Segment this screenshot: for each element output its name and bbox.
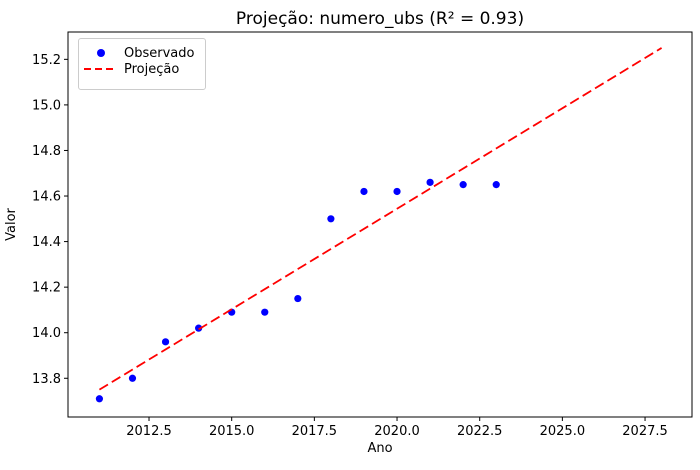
y-axis-label: Valor (4, 207, 19, 240)
data-point (128, 374, 137, 382)
data-point (393, 187, 401, 196)
data-point (459, 181, 467, 189)
legend-marker-area (84, 49, 117, 57)
legend-marker-area (84, 68, 117, 70)
data-point (261, 308, 269, 316)
x-axis-label: Ano (367, 441, 392, 456)
x-tick-label: 2025.0 (540, 424, 586, 439)
y-tick-label: 14.4 (32, 235, 61, 250)
x-tick-label: 2017.5 (292, 424, 338, 439)
legend-item-observado: Observado (79, 45, 205, 61)
legend: Observado Projeção (78, 38, 206, 90)
x-tick-label: 2027.5 (622, 424, 668, 439)
axes-frame (67, 31, 693, 418)
y-tick-label: 14.8 (32, 144, 61, 159)
y-tick-label: 13.8 (32, 372, 61, 387)
y-tick-label: 15.2 (32, 53, 61, 68)
x-tick-label: 2020.0 (374, 424, 420, 439)
data-point (492, 181, 500, 189)
legend-observado-dot-icon (96, 49, 105, 57)
data-point (294, 294, 302, 303)
data-point (161, 338, 170, 346)
data-point (426, 178, 434, 186)
x-tick-label: 2012.5 (126, 424, 172, 439)
chart-title: Projeção: numero_ubs (R² = 0.93) (236, 9, 524, 29)
plot-content: 2012.5 2015.0 2017.5 2020.0 2022.5 2025.0 2027… (32, 31, 693, 439)
data-point (195, 324, 203, 332)
data-point (327, 215, 335, 223)
x-tick-label: 2022.5 (457, 424, 503, 439)
x-tick-label: 2015.0 (209, 424, 255, 439)
legend-projecao-label: Projeção (124, 61, 180, 77)
data-point (95, 395, 104, 403)
y-tick-label: 14.0 (32, 326, 61, 341)
y-tick-label: 14.6 (32, 190, 61, 205)
data-point (360, 187, 368, 196)
legend-projecao-dash-icon (84, 68, 117, 70)
projection-line (98, 47, 663, 391)
y-tick-label: 14.2 (32, 281, 61, 296)
legend-observado-label: Observado (124, 45, 195, 61)
legend-item-projecao: Projeção (79, 61, 205, 77)
y-tick-label: 15.0 (32, 98, 61, 113)
